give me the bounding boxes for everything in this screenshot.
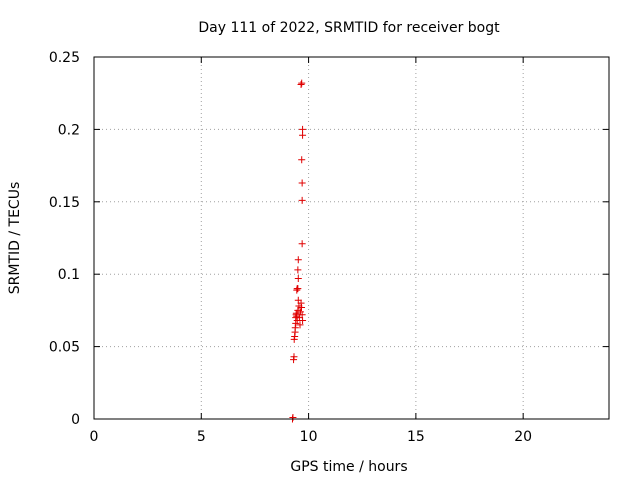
data-point: [297, 81, 305, 89]
data-point: [294, 256, 302, 264]
data-point: [298, 156, 306, 164]
data-point: [294, 285, 302, 293]
y-tick-label: 0.15: [49, 195, 80, 211]
x-tick-label: 5: [197, 429, 206, 445]
grid: [94, 57, 609, 419]
data-point: [296, 308, 304, 316]
y-tick-label: 0: [71, 412, 80, 428]
chart-title: Day 111 of 2022, SRMTID for receiver bog…: [198, 20, 500, 36]
data-point: [290, 353, 298, 361]
y-tick-label: 0.2: [58, 122, 80, 138]
data-point: [298, 179, 306, 187]
data-point: [298, 304, 306, 312]
data-point: [294, 266, 302, 274]
x-tick-label: 20: [514, 429, 532, 445]
x-tick-label: 15: [407, 429, 425, 445]
x-tick-label: 0: [90, 429, 99, 445]
x-axis-label: GPS time / hours: [290, 459, 407, 475]
data-points: [288, 79, 307, 423]
y-tick-label: 0.1: [58, 267, 80, 283]
data-point: [299, 125, 307, 133]
x-tick-label: 10: [300, 429, 318, 445]
data-point: [298, 240, 306, 248]
data-point: [298, 79, 306, 87]
plot-frame: [93, 56, 610, 420]
data-point: [299, 317, 307, 325]
y-tick-label: 0.05: [49, 340, 80, 356]
data-point: [296, 321, 304, 329]
axis-ticks: 0 5 10 15 20 0 0.05 0.1 0.15 0.2 0.25: [49, 50, 609, 445]
data-point: [294, 275, 302, 283]
y-axis-label: SRMTID / TECUs: [7, 182, 23, 295]
y-tick-label: 0.25: [49, 50, 80, 66]
data-point: [289, 414, 297, 422]
data-point: [298, 196, 306, 204]
